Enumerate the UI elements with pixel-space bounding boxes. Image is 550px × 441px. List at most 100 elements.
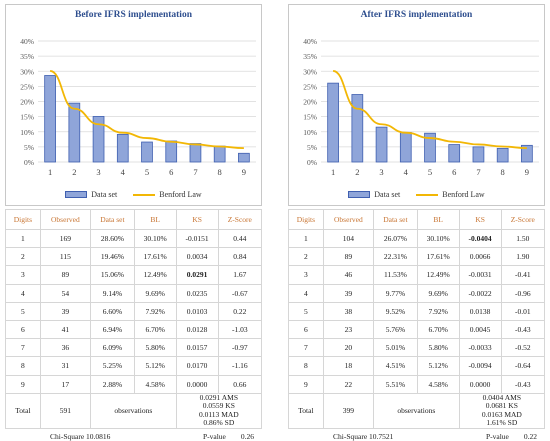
x-tick-label: 7 — [476, 167, 480, 177]
table-row: 9 17 2.88% 4.58% 0.0000 0.66 — [5, 374, 263, 394]
summary-stat: 0.0559 KS — [179, 401, 259, 411]
cell-bl: 4.58% — [133, 374, 177, 394]
summary-value: 0.86% — [203, 418, 223, 428]
chi-square-label: Chi-Square — [50, 432, 85, 441]
zscore-header: Z-Score — [500, 209, 546, 230]
y-tick-label: 25% — [303, 82, 317, 91]
summary-stat: 0.0163 MAD — [462, 409, 542, 420]
chart-title: After IFRS implementation — [360, 10, 473, 20]
summary-value: 0.0163 — [481, 409, 503, 419]
table-row: 4 39 9.77% 9.69% -0.0022 -0.96 — [288, 283, 546, 303]
summary-value: 0.0404 — [482, 392, 504, 402]
cell-digit: 4 — [288, 283, 324, 303]
cell-digit: 5 — [288, 301, 324, 321]
cell-observed: 31 — [39, 356, 92, 376]
x-tick-label: 8 — [218, 167, 222, 177]
table-row: 3 89 15.06% 12.49% 0.0291 1.67 — [5, 265, 263, 285]
bar — [68, 102, 81, 163]
chi-square-group: Chi-Square 10.0816 — [50, 432, 110, 441]
cell-observed: 17 — [39, 374, 92, 394]
y-tick-label: 25% — [20, 82, 34, 91]
chi-square-group: Chi-Square 10.7521 — [333, 432, 393, 441]
cell-z: -1.03 — [217, 319, 263, 340]
cell-dataset: 6.60% — [90, 301, 135, 321]
bar — [141, 141, 153, 163]
cell-digit: 6 — [288, 319, 324, 340]
cell-digit: 7 — [5, 338, 41, 358]
table-row: 6 23 5.76% 6.70% 0.0045 -0.43 — [288, 319, 546, 340]
cell-bl: 12.49% — [416, 265, 460, 285]
bl-header: BL — [133, 209, 177, 230]
cell-observed: 169 — [39, 228, 92, 249]
after-stats-table: Digits Observed Data set BL KS Z-Score 1 104 26.… — [288, 209, 546, 430]
cell-observed: 41 — [39, 319, 92, 340]
table-row: 2 115 19.46% 17.61% 0.0034 0.84 — [5, 247, 263, 267]
summary-stat: 0.0291 AMS — [179, 393, 259, 403]
x-tick-label: 1 — [331, 167, 335, 177]
y-tick-label: 5% — [307, 143, 317, 152]
summary-value: 0.0113 — [198, 409, 220, 419]
cell-z: 0.22 — [217, 301, 263, 321]
cell-observed: 39 — [322, 283, 375, 303]
cell-observed: 89 — [322, 247, 375, 267]
cell-bl: 5.12% — [416, 356, 460, 376]
legend-label: Data set — [374, 190, 401, 199]
summary-label: MAD — [504, 409, 522, 419]
x-tick-label: 4 — [404, 167, 409, 177]
y-tick-label: 10% — [20, 128, 34, 137]
y-tick-label: 35% — [20, 52, 34, 61]
table-row: 7 36 6.09% 5.80% 0.0157 -0.97 — [5, 338, 263, 358]
chart-legend: Data set Benford Law — [289, 190, 544, 199]
cell-dataset: 19.46% — [90, 247, 135, 267]
cell-observed: 22 — [322, 374, 375, 394]
y-tick-label: 30% — [303, 67, 317, 76]
p-value-label: P-value — [202, 432, 226, 441]
p-value-group: P-value 0.22 — [486, 432, 537, 441]
table-row: 4 54 9.14% 9.69% 0.0235 -0.67 — [5, 283, 263, 303]
y-tick-label: 40% — [303, 37, 317, 46]
summary-value: 1.61% — [486, 418, 506, 428]
bar — [351, 94, 364, 163]
cell-digit: 8 — [288, 356, 324, 376]
total-row: Total 591 observations 0.0291 AMS 0.0559 KS 0… — [5, 392, 263, 430]
cell-z: -0.41 — [500, 265, 546, 285]
x-tick-label: 4 — [121, 167, 126, 177]
after-panel: After IFRS implementation 0% 5% 10% 15% 20% 2… — [288, 4, 546, 441]
cell-z: 1.50 — [500, 228, 546, 249]
cell-observed: 46 — [322, 265, 375, 285]
bar — [92, 116, 105, 163]
cell-observed: 36 — [39, 338, 92, 358]
after-chart: After IFRS implementation 0% 5% 10% 15% 20% 2… — [288, 4, 545, 206]
legend-bar-swatch — [348, 191, 371, 198]
bar — [424, 132, 436, 163]
cell-bl: 17.61% — [133, 247, 177, 267]
total-label: Total — [5, 392, 41, 430]
after-chart-svg: 0% 5% 10% 15% 20% 25% 30% 35% 40% 1 2 3 4 5 6 7 8 9 — [303, 37, 539, 177]
cell-z: -1.16 — [217, 356, 263, 376]
legend-item-benford: Benford Law — [133, 190, 202, 199]
bar — [189, 143, 202, 163]
cell-dataset: 5.25% — [90, 356, 135, 376]
cell-bl: 4.58% — [416, 374, 460, 394]
cell-z: -0.01 — [500, 301, 546, 321]
x-tick-label: 2 — [355, 167, 359, 177]
cell-digit: 2 — [5, 247, 41, 267]
cell-z: 0.44 — [217, 228, 263, 249]
y-tick-label: 15% — [20, 113, 34, 122]
cell-digit: 8 — [5, 356, 41, 376]
cell-z: 1.90 — [500, 247, 546, 267]
cell-observed: 115 — [39, 247, 92, 267]
cell-ks: 0.0235 — [175, 283, 219, 303]
digits-header: Digits — [5, 209, 41, 230]
x-tick-label: 9 — [242, 167, 246, 177]
cell-ks: 0.0138 — [458, 301, 502, 321]
cell-dataset: 5.01% — [373, 338, 418, 358]
summary-label: SD — [224, 418, 235, 428]
x-tick-label: 3 — [379, 167, 383, 177]
legend-item-dataset: Data set — [348, 190, 400, 199]
cell-bl: 5.80% — [416, 338, 460, 358]
x-tick-label: 6 — [452, 167, 456, 177]
cell-ks: 0.0170 — [175, 356, 219, 376]
table-row: 1 104 26.07% 30.10% -0.0404 1.50 — [288, 228, 546, 249]
y-tick-label: 0% — [307, 158, 317, 167]
